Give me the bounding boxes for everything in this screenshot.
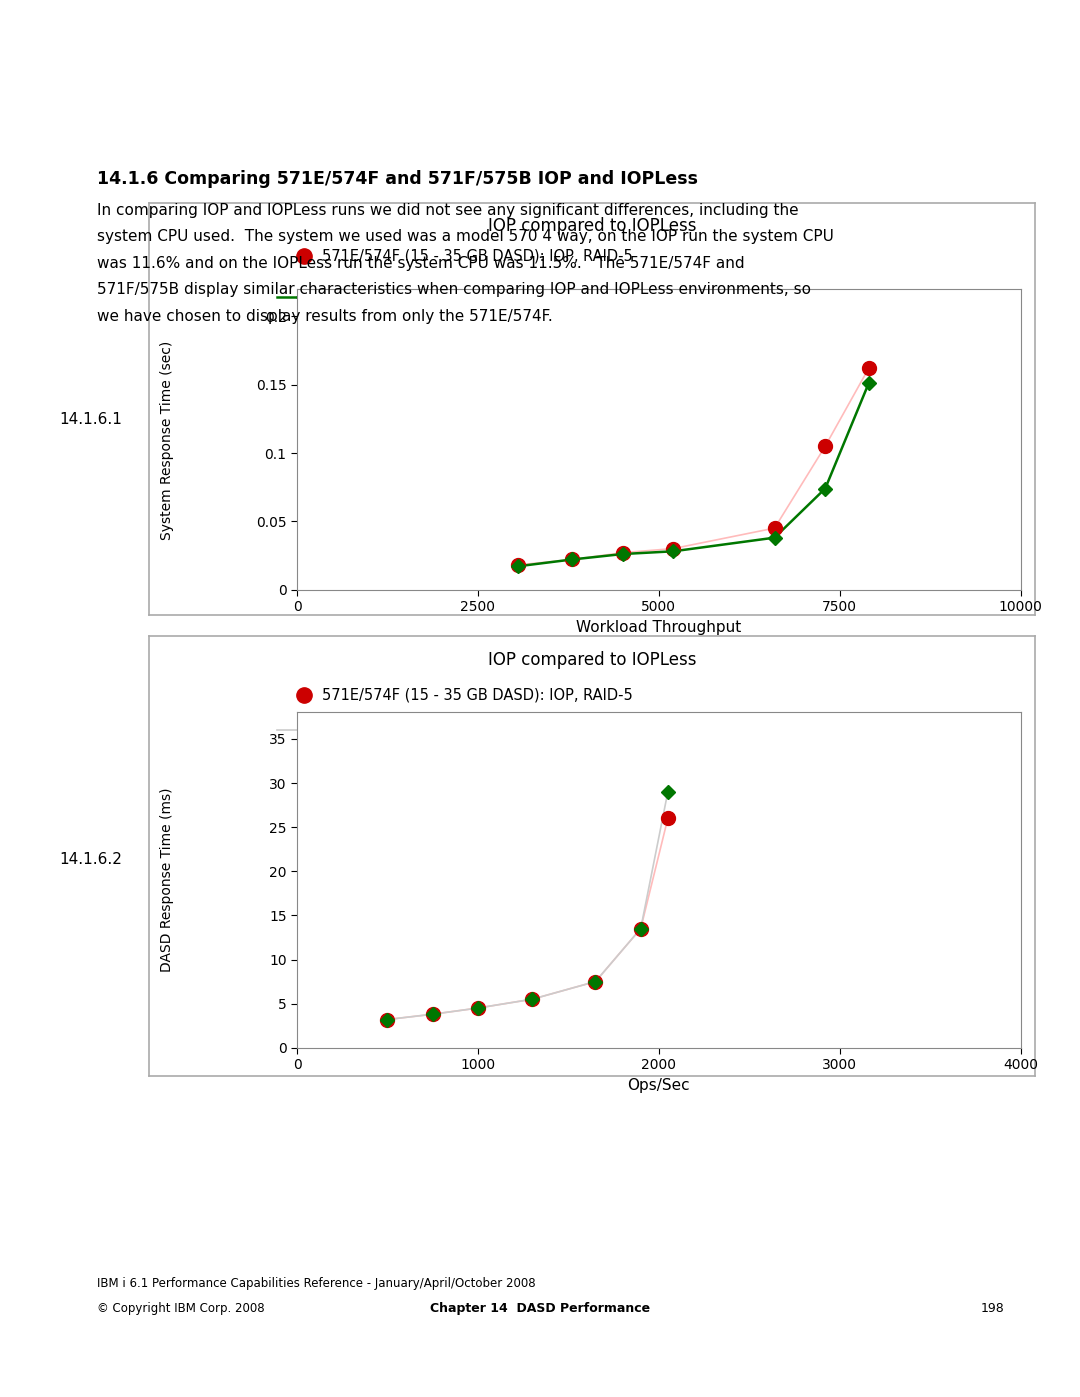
Text: © Copyright IBM Corp. 2008: © Copyright IBM Corp. 2008 — [97, 1302, 265, 1315]
X-axis label: Workload Throughput: Workload Throughput — [576, 619, 742, 634]
Text: IOP compared to IOPLess: IOP compared to IOPLess — [487, 651, 697, 669]
Text: 14.1.6.2: 14.1.6.2 — [59, 852, 122, 866]
Text: IBM i 6.1 Performance Capabilities Reference - January/April/October 2008: IBM i 6.1 Performance Capabilities Refer… — [97, 1277, 536, 1289]
Text: 571E/574F (15 - 35 GB DASD): IOPLess, RAID-5: 571E/574F (15 - 35 GB DASD): IOPLess, RA… — [322, 289, 664, 305]
Text: was 11.6% and on the IOPLess run the system CPU was 11.5%.   The 571E/574F and: was 11.6% and on the IOPLess run the sys… — [97, 256, 745, 271]
Text: DASD Response Time (ms): DASD Response Time (ms) — [161, 788, 174, 972]
Text: Chapter 14  DASD Performance: Chapter 14 DASD Performance — [430, 1302, 650, 1315]
Text: 571F/575B display similar characteristics when comparing IOP and IOPLess environ: 571F/575B display similar characteristic… — [97, 282, 811, 298]
Text: system CPU used.  The system we used was a model 570 4 way, on the IOP run the s: system CPU used. The system we used was … — [97, 229, 834, 244]
Text: 571E/574F (15 - 35 GB DASD): IOP, RAID-5: 571E/574F (15 - 35 GB DASD): IOP, RAID-5 — [322, 687, 633, 703]
Text: In comparing IOP and IOPLess runs we did not see any significant differences, in: In comparing IOP and IOPLess runs we did… — [97, 203, 799, 218]
X-axis label: Ops/Sec: Ops/Sec — [627, 1077, 690, 1092]
Text: 571E/574F (15 - 35 GB DASD): IOP, RAID-5: 571E/574F (15 - 35 GB DASD): IOP, RAID-5 — [322, 249, 633, 264]
Text: we have chosen to display results from only the 571E/574F.: we have chosen to display results from o… — [97, 309, 553, 324]
Text: 14.1.6.1: 14.1.6.1 — [59, 412, 122, 426]
Text: 571E/574F (15 - 35 GB DASD): IOPLess, RAID-5: 571E/574F (15 - 35 GB DASD): IOPLess, RA… — [322, 722, 664, 738]
Text: System Response Time (sec): System Response Time (sec) — [161, 341, 174, 539]
Text: IOP compared to IOPLess: IOP compared to IOPLess — [487, 217, 697, 235]
Text: 14.1.6 Comparing 571E/574F and 571F/575B IOP and IOPLess: 14.1.6 Comparing 571E/574F and 571F/575B… — [97, 170, 698, 189]
Text: 198: 198 — [981, 1302, 1004, 1315]
